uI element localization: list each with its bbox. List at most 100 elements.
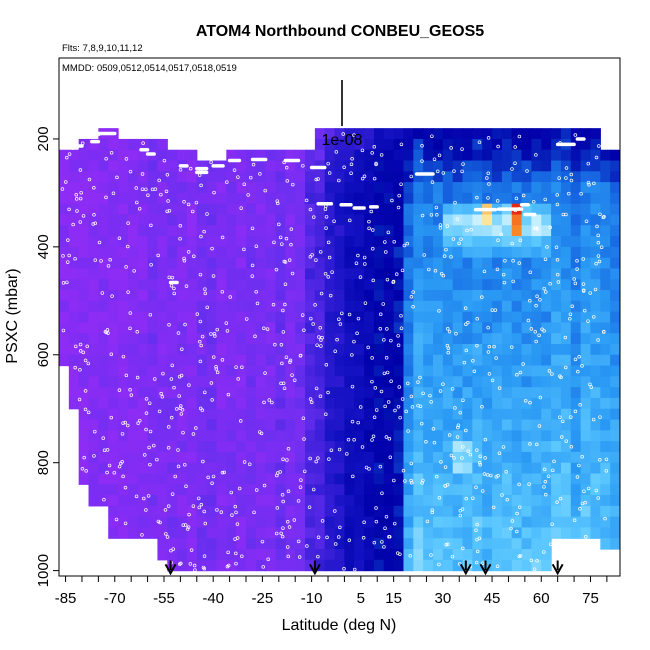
heatmap-cell: [541, 505, 552, 518]
heatmap-cell: [442, 559, 454, 572]
track-point: [461, 162, 465, 166]
heatmap-cell: [177, 192, 188, 205]
heatmap-cell: [275, 430, 286, 442]
heatmap-cell: [226, 559, 237, 572]
track-point: [366, 345, 370, 350]
track-point: [144, 427, 148, 432]
heatmap-cell: [98, 300, 109, 313]
track-point: [486, 325, 490, 330]
heatmap-cell: [305, 419, 316, 431]
heatmap-cell: [511, 538, 523, 550]
heatmap-cell: [147, 138, 159, 151]
heatmap-cell: [78, 451, 90, 464]
track-point: [289, 242, 293, 247]
track-point: [535, 294, 539, 299]
heatmap-cell: [78, 192, 90, 205]
track-point: [226, 563, 231, 568]
heatmap-cell: [226, 322, 237, 334]
heatmap-cell: [265, 225, 277, 237]
heatmap-cell: [226, 246, 237, 259]
heatmap-cell: [285, 236, 296, 248]
heatmap-cell: [206, 549, 218, 561]
heatmap-cell: [295, 300, 306, 313]
heatmap-cell: [314, 214, 326, 226]
heatmap-cell: [246, 225, 257, 237]
heatmap-cell: [541, 441, 552, 453]
heatmap-cell: [354, 408, 365, 421]
heatmap-cell: [147, 171, 159, 183]
heatmap-cell: [68, 182, 80, 194]
track-point: [316, 177, 320, 181]
track-point: [325, 535, 329, 540]
track-point: [340, 311, 344, 316]
heatmap-cell: [157, 257, 168, 270]
heatmap-cell: [551, 343, 562, 356]
heatmap-cell: [373, 387, 385, 399]
heatmap-cell: [364, 473, 375, 485]
heatmap-cell: [226, 365, 237, 377]
heatmap-cell: [570, 387, 582, 399]
track-point: [176, 448, 180, 452]
heatmap-cell: [324, 290, 336, 302]
heatmap-cell: [541, 311, 552, 323]
heatmap-cell: [501, 462, 513, 475]
heatmap-cell: [413, 333, 424, 345]
heatmap-cell: [88, 495, 99, 507]
heatmap-cell: [246, 451, 257, 464]
track-point: [176, 464, 181, 469]
heatmap-cell: [206, 322, 218, 334]
heatmap-cell: [157, 527, 168, 539]
heatmap-cell: [285, 505, 296, 518]
heatmap-cell: [364, 441, 375, 453]
track-point: [445, 343, 450, 348]
heatmap-cell: [482, 451, 493, 464]
track-point: [304, 198, 309, 203]
track-point: [283, 302, 287, 307]
heatmap-cell: [423, 322, 434, 334]
heatmap-cell: [472, 257, 483, 270]
heatmap-cell: [177, 538, 188, 550]
heatmap-cell: [236, 365, 247, 377]
heatmap-cell: [551, 311, 562, 323]
heatmap-cell: [206, 473, 218, 485]
track-point: [78, 349, 83, 353]
heatmap-cell: [206, 484, 218, 496]
heatmap-cell: [590, 225, 601, 237]
heatmap-cell: [59, 311, 70, 323]
heatmap-cell: [511, 268, 523, 280]
heatmap-cell: [226, 290, 237, 302]
heatmap-cell: [118, 495, 129, 507]
heatmap-cell: [433, 419, 444, 431]
track-point: [370, 379, 374, 384]
heatmap-cell: [314, 343, 326, 356]
track-point: [443, 465, 448, 469]
heatmap-cell: [551, 225, 562, 237]
heatmap-cell: [511, 171, 523, 183]
track-point: [575, 258, 579, 263]
heatmap-cell: [551, 182, 562, 194]
heatmap-cell: [472, 160, 483, 172]
heatmap-cell: [354, 527, 365, 539]
track-point: [252, 510, 256, 515]
heatmap-cell: [167, 214, 178, 226]
heatmap-cell: [137, 160, 149, 172]
heatmap-cell: [541, 538, 552, 550]
heatmap-cell: [492, 279, 503, 291]
track-point: [334, 150, 339, 154]
heatmap-cell: [354, 171, 365, 183]
heatmap-cell: [570, 397, 582, 410]
heatmap-cell: [177, 419, 188, 431]
track-point: [105, 470, 109, 475]
heatmap-cell: [305, 203, 316, 216]
heatmap-cell: [521, 473, 533, 485]
track-point: [308, 456, 312, 461]
latitude-arrow-head: [479, 563, 492, 576]
track-point: [487, 182, 491, 186]
x-tick-label: 60: [533, 590, 550, 607]
track-point: [346, 437, 351, 442]
heatmap-cell: [285, 192, 296, 205]
heatmap-cell: [88, 441, 99, 453]
heatmap-cell: [393, 236, 405, 248]
heatmap-cell: [127, 516, 139, 529]
heatmap-cell: [88, 311, 99, 323]
